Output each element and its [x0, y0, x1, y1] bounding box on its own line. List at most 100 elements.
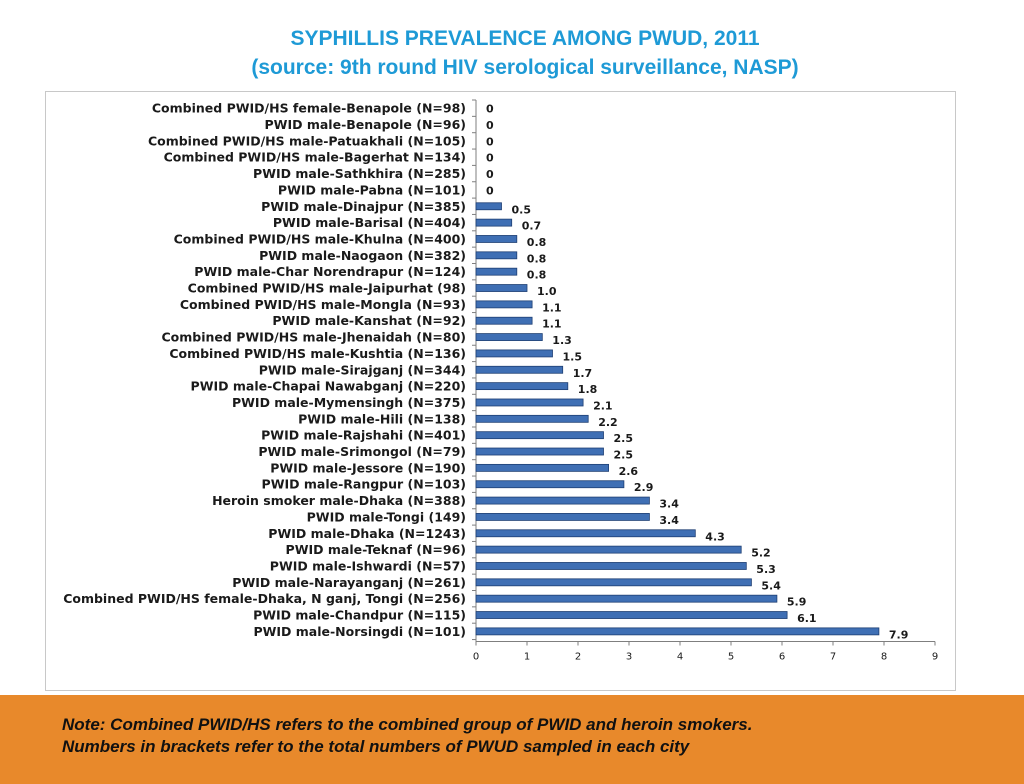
bar [475, 431, 604, 440]
category-label: Combined PWID/HS male-Mongla (N=93) [180, 297, 466, 312]
x-tick-label: 2 [575, 652, 581, 663]
data-label: 1.1 [542, 318, 562, 331]
category-label: PWID male-Naogaon (N=382) [259, 248, 466, 263]
category-label: PWID male-Ishwardi (N=57) [270, 558, 466, 573]
bar [475, 202, 502, 211]
category-label: PWID male-Jessore (N=190) [270, 460, 466, 475]
bar [475, 480, 625, 489]
data-label: 1.5 [563, 350, 583, 363]
data-label: 5.9 [787, 596, 807, 609]
bar [475, 300, 533, 309]
x-tick-label: 1 [524, 652, 530, 663]
bar [475, 529, 696, 538]
x-tick-label: 4 [677, 652, 683, 663]
data-label: 5.3 [756, 563, 776, 576]
data-label: 2.1 [593, 399, 613, 412]
note-band: Note: Combined PWID/HS refers to the com… [0, 695, 1024, 784]
data-label: 3.4 [659, 498, 679, 511]
data-label: 1.8 [578, 383, 598, 396]
category-label: Combined PWID/HS female-Dhaka, N ganj, T… [63, 591, 466, 606]
bar [475, 463, 610, 472]
data-label: 0 [486, 119, 494, 132]
bar [475, 545, 742, 554]
bar [475, 251, 518, 260]
bar [475, 513, 650, 521]
category-label: PWID male-Sirajganj (N=344) [259, 362, 466, 377]
bar-chart: 0 1 2 3 4 5 6 7 8 9 Combined PWID/HS female-Benapo… [63, 99, 938, 663]
bar [475, 611, 788, 619]
category-label: Combined PWID/HS male-Khulna (N=400) [174, 231, 466, 246]
data-label: 1.0 [537, 285, 557, 298]
x-tick-label: 7 [830, 652, 836, 663]
bar [475, 382, 569, 391]
bar [475, 414, 589, 423]
category-label: Combined PWID/HS male-Kushtia (N=136) [169, 346, 466, 361]
category-label: PWID male-Char Norendrapur (N=124) [194, 264, 466, 279]
category-label: PWID male-Dhaka (N=1243) [268, 526, 466, 541]
bar [475, 365, 564, 374]
data-label: 3.4 [659, 514, 679, 527]
data-label: 0.8 [527, 236, 547, 249]
category-label: PWID male-Chapai Nawabganj (N=220) [191, 379, 466, 394]
data-label: 0 [486, 135, 494, 148]
category-label: PWID male-Mymensingh (N=375) [232, 395, 466, 410]
category-label: PWID male-Teknaf (N=96) [286, 542, 466, 557]
x-tick-label: 8 [881, 652, 887, 663]
data-label: 5.4 [761, 579, 781, 592]
data-label: 5.2 [751, 547, 771, 560]
category-label: Combined PWID/HS male-Patuakhali (N=105) [148, 133, 466, 148]
category-label: PWID male-Hili (N=138) [298, 411, 466, 426]
bar [475, 627, 880, 636]
category-label: Combined PWID/HS female-Benapole (N=98) [152, 101, 466, 116]
bar [475, 333, 543, 341]
note-line-2: Numbers in brackets refer to the total n… [62, 737, 690, 756]
category-label: PWID male-Barisal (N=404) [273, 215, 466, 230]
category-label: PWID male-Norsingdi (N=101) [253, 624, 466, 639]
bar [475, 562, 747, 570]
data-label: 1.3 [552, 334, 572, 347]
bar [475, 349, 553, 358]
bar [475, 578, 752, 587]
category-label: PWID male-Benapole (N=96) [265, 117, 466, 132]
x-tick-label: 6 [779, 652, 785, 663]
note-line-1: Note: Combined PWID/HS refers to the com… [62, 715, 753, 734]
category-label: PWID male-Rajshahi (N=401) [261, 428, 466, 443]
chart-title: SYPHILLIS PREVALENCE AMONG PWUD, 2011 [290, 27, 760, 50]
bar [475, 235, 518, 243]
chart-subtitle: (source: 9th round HIV serological surve… [251, 56, 799, 79]
bar [475, 267, 518, 276]
category-label: Heroin smoker male-Dhaka (N=388) [212, 493, 466, 508]
x-tick-label: 9 [932, 652, 938, 663]
category-label: PWID male-Dinajpur (N=385) [261, 199, 466, 214]
data-label: 0.8 [527, 269, 547, 282]
chart-frame: 0 1 2 3 4 5 6 7 8 9 Combined PWID/HS female-Benapo… [45, 91, 956, 691]
data-label: 0 [486, 152, 494, 165]
x-tick-label: 0 [473, 652, 479, 663]
data-label: 7.9 [889, 628, 909, 641]
data-label: 0 [486, 168, 494, 181]
x-tick-label: 3 [626, 652, 632, 663]
bar [475, 218, 513, 227]
bar [475, 316, 533, 325]
bar [475, 447, 604, 456]
data-label: 2.6 [619, 465, 639, 478]
data-label: 0.8 [527, 252, 547, 265]
category-label: PWID male-Sathkhira (N=285) [253, 166, 466, 181]
bar [475, 496, 650, 505]
category-label: PWID male-Pabna (N=101) [278, 182, 466, 197]
data-label: 2.5 [614, 432, 634, 445]
data-label: 2.5 [614, 449, 634, 462]
category-label: PWID male-Tongi (149) [307, 509, 466, 524]
bar [475, 284, 528, 292]
data-label: 1.1 [542, 301, 562, 314]
data-label: 6.1 [797, 612, 817, 625]
data-label: 0 [486, 184, 494, 197]
category-label: PWID male-Rangpur (N=103) [262, 477, 466, 492]
bar [475, 398, 584, 407]
category-label: PWID male-Srimongol (N=79) [258, 444, 466, 459]
category-label: PWID male-Narayanganj (N=261) [232, 575, 466, 590]
data-label: 2.2 [598, 416, 618, 429]
note-text: Note: Combined PWID/HS refers to the com… [62, 714, 1012, 758]
category-label: Combined PWID/HS male-Bagerhat N=134) [164, 150, 466, 165]
data-label: 2.9 [634, 481, 654, 494]
